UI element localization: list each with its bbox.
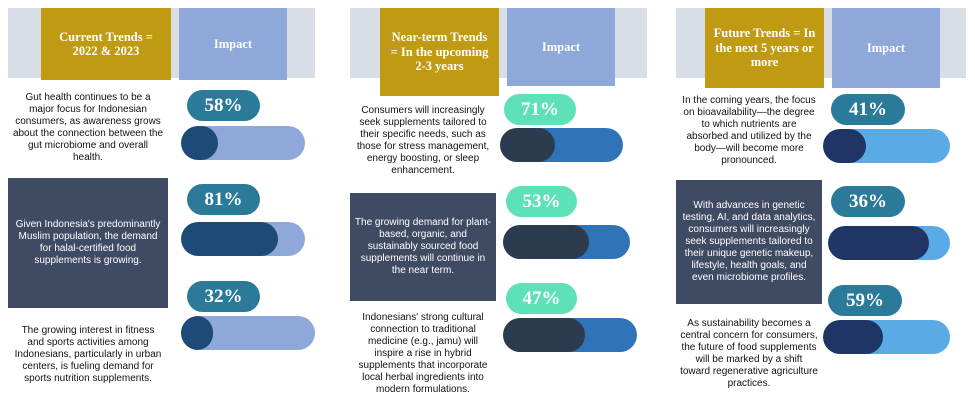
percent-badge: 71% — [504, 94, 576, 125]
impact-bar — [500, 128, 623, 162]
impact-bar — [503, 318, 637, 352]
column-title: Current Trends = 2022 & 2023 — [41, 8, 171, 80]
percent-badge: 32% — [187, 281, 260, 312]
trend-text-3: The growing interest in fitness and spor… — [14, 325, 162, 384]
percent-badge: 59% — [828, 285, 902, 316]
impact-bar-fill — [503, 318, 585, 352]
impact-bar-fill — [823, 320, 883, 354]
impact-bar — [181, 222, 305, 256]
impact-bar-fill — [823, 129, 867, 163]
column-title: Future Trends = In the next 5 years or m… — [705, 8, 824, 88]
impact-bar-fill — [503, 225, 590, 259]
impact-bar-fill — [181, 316, 214, 350]
column-future-trends: Future Trends = In the next 5 years or m… — [668, 0, 975, 405]
impact-bar — [181, 316, 315, 350]
trend-text-2: With advances in genetic testing, AI, an… — [676, 180, 822, 304]
column-title: Near-term Trends = In the upcoming 2-3 y… — [380, 8, 499, 96]
trend-text-1: In the coming years, the focus on bioava… — [682, 95, 816, 166]
impact-bar — [828, 226, 950, 260]
percent-badge: 81% — [187, 184, 260, 215]
impact-bar-fill — [181, 222, 278, 256]
impact-bar — [823, 129, 950, 163]
impact-bar-fill — [500, 128, 556, 162]
impact-bar — [181, 126, 305, 160]
percent-badge: 58% — [187, 90, 260, 121]
impact-header: Impact — [507, 8, 615, 86]
impact-bar — [823, 320, 950, 354]
percent-badge: 47% — [506, 283, 577, 314]
trend-text-3: Indonesians' strong cultural connection … — [358, 311, 488, 395]
trend-text-3: As sustainability becomes a central conc… — [680, 318, 818, 389]
percent-badge: 41% — [831, 94, 905, 125]
trend-text-1: Gut health continues to be a major focus… — [12, 92, 164, 163]
percent-badge: 53% — [506, 186, 577, 217]
percent-badge: 36% — [831, 186, 905, 217]
impact-header: Impact — [832, 8, 940, 88]
trend-text-1: Consumers will increasingly seek supplem… — [356, 105, 490, 176]
column-near-term-trends: Near-term Trends = In the upcoming 2-3 y… — [345, 0, 655, 405]
impact-header: Impact — [179, 8, 287, 80]
column-current-trends: Current Trends = 2022 & 2023 Impact Gut … — [0, 0, 320, 405]
trend-text-2: Given Indonesia's predominantly Muslim p… — [8, 178, 168, 308]
trend-text-2: The growing demand for plant-based, orga… — [350, 193, 496, 301]
impact-bar-fill — [181, 126, 219, 160]
impact-bar-fill — [828, 226, 930, 260]
impact-bar — [503, 225, 630, 259]
